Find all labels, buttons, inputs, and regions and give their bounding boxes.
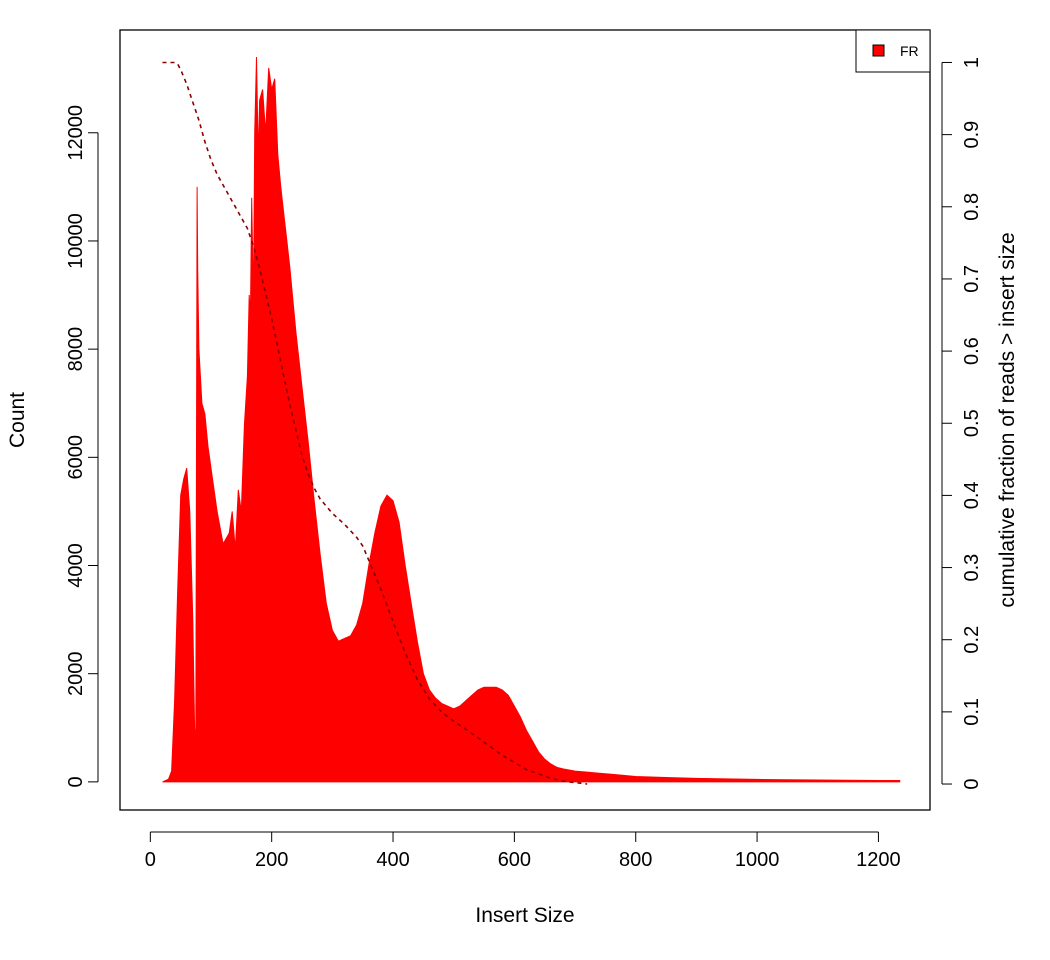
y-tick-label: 4000	[65, 543, 87, 588]
x-tick-label: 800	[619, 849, 652, 871]
plot-frame	[119, 29, 931, 811]
y-tick-label: 0	[65, 776, 87, 787]
y2-tick-label: 0.2	[961, 626, 983, 654]
y-tick-label: 8000	[65, 327, 87, 372]
y-axis-title: Count	[6, 392, 29, 448]
y2-tick-label: 0.9	[961, 121, 983, 149]
y-tick-label: 2000	[65, 651, 87, 696]
x-tick-label: 400	[376, 849, 409, 871]
plot-layer	[162, 56, 901, 785]
y2-tick-label: 0.1	[961, 698, 983, 726]
y2-tick-label: 0.8	[961, 193, 983, 221]
legend-box	[855, 29, 931, 73]
y-tick-label: 12000	[65, 105, 87, 161]
x-axis: 0 200 400 600 800 1000 1200	[145, 831, 901, 871]
y2-tick-label: 0.3	[961, 554, 983, 582]
x-tick-label: 0	[145, 849, 156, 871]
y2-axis: 0 0.1 0.2 0.3 0.4 0.5 0.6 0.7 0.8 0.9 1	[941, 57, 983, 790]
histogram-area	[162, 56, 901, 783]
y-tick-label: 10000	[65, 213, 87, 269]
legend-swatch-fr	[872, 44, 885, 57]
y-axis: 0 2000 4000 6000 8000 10000 12000	[65, 105, 99, 787]
y2-axis-title: cumulative fraction of reads > insert si…	[996, 232, 1019, 607]
x-tick-label: 1200	[856, 849, 901, 871]
y2-tick-label: 0.5	[961, 409, 983, 437]
y2-tick-label: 0.7	[961, 265, 983, 293]
y-tick-label: 6000	[65, 435, 87, 480]
legend: FR	[855, 29, 931, 73]
y2-tick-label: 0.4	[961, 481, 983, 509]
x-tick-label: 600	[498, 849, 531, 871]
x-tick-label: 200	[255, 849, 288, 871]
y2-tick-label: 0	[961, 778, 983, 789]
y2-tick-label: 1	[961, 57, 983, 68]
y2-tick-label: 0.6	[961, 337, 983, 365]
legend-label-fr: FR	[900, 43, 919, 59]
x-tick-label: 1000	[735, 849, 780, 871]
x-axis-title: Insert Size	[475, 904, 574, 927]
